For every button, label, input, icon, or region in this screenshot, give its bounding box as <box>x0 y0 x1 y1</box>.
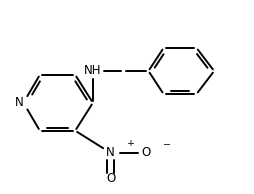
Text: N: N <box>106 146 115 159</box>
Text: O: O <box>141 146 151 159</box>
Text: N: N <box>15 96 23 109</box>
Text: NH: NH <box>84 64 102 77</box>
Text: +: + <box>127 139 135 148</box>
Text: O: O <box>106 172 115 185</box>
Text: −: − <box>163 139 171 148</box>
